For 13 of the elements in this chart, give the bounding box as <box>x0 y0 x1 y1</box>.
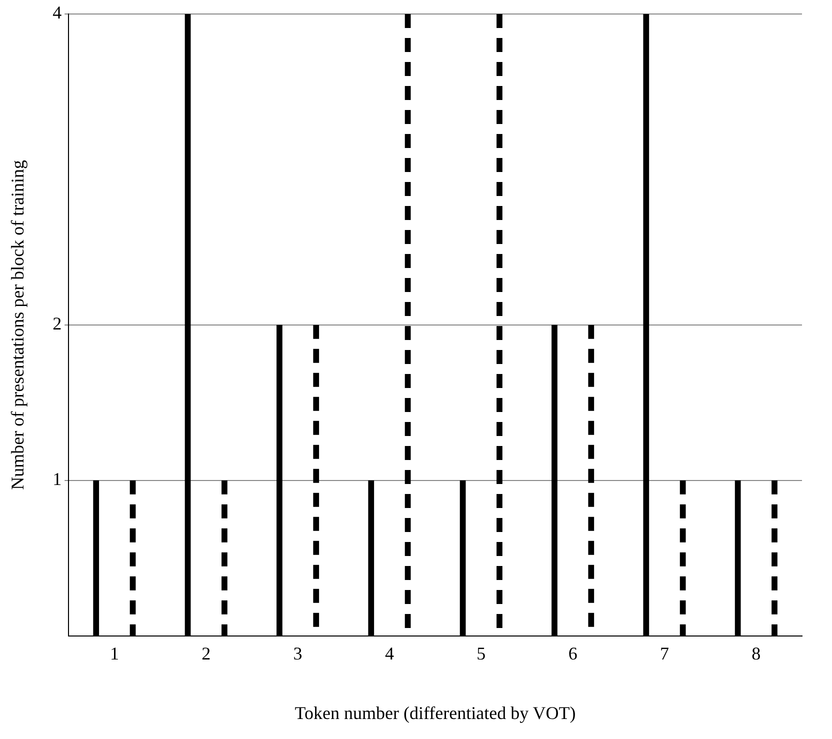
x-tick-label: 6 <box>568 643 578 664</box>
x-tick-label: 5 <box>476 643 486 664</box>
y-tick-label: 1 <box>52 469 62 490</box>
x-tick-label: 3 <box>293 643 302 664</box>
x-tick-label: 4 <box>384 643 394 664</box>
y-axis-title: Number of presentations per block of training <box>8 160 28 490</box>
x-tick-label: 1 <box>110 643 119 664</box>
x-tick-label: 2 <box>202 643 211 664</box>
x-axis-title: Token number (differentiated by VOT) <box>294 702 576 723</box>
y-tick-label: 2 <box>52 314 62 334</box>
x-tick-label: 8 <box>752 643 761 664</box>
y-tick-label: 4 <box>52 2 62 23</box>
x-tick-label: 7 <box>660 643 669 664</box>
